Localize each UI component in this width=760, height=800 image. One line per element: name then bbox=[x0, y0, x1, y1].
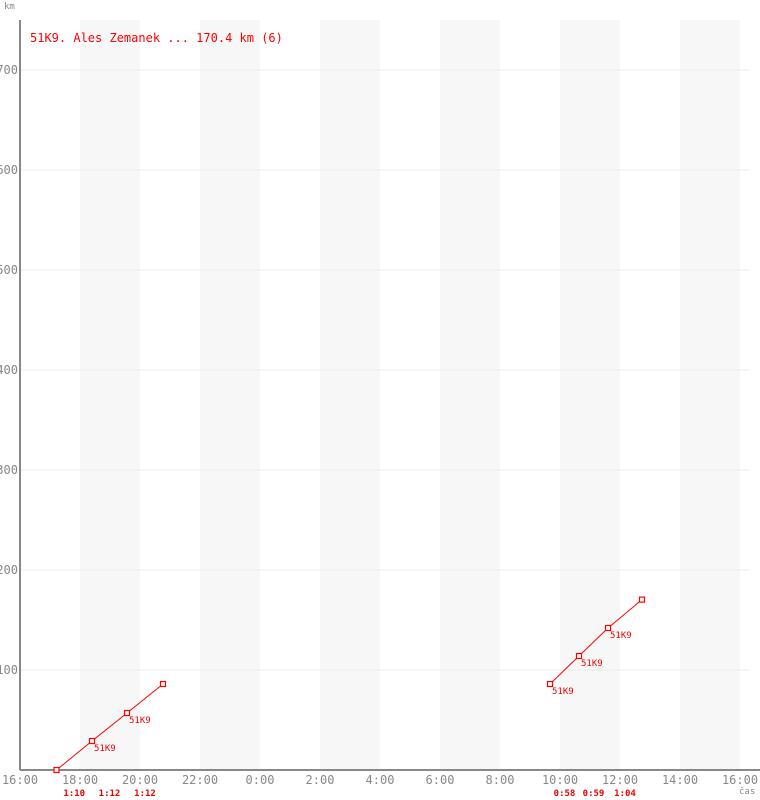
x-tick-label: 2:00 bbox=[306, 773, 335, 787]
point-label: 51K9 bbox=[552, 687, 574, 697]
data-point bbox=[159, 680, 167, 688]
x-tick-label: 6:00 bbox=[426, 773, 455, 787]
x-tick-label: 10:00 bbox=[542, 773, 578, 787]
data-point bbox=[546, 680, 554, 688]
x-tick-label: 20:00 bbox=[122, 773, 158, 787]
x-tick-label: 18:00 bbox=[62, 773, 98, 787]
x-tick-label: 14:00 bbox=[662, 773, 698, 787]
y-tick-label: 200 bbox=[0, 563, 18, 577]
data-point bbox=[638, 596, 646, 603]
point-label: 51K9 bbox=[129, 716, 151, 726]
duration-label: 1:04 bbox=[614, 789, 636, 799]
duration-label: 1:12 bbox=[134, 789, 156, 799]
y-tick-label: 400 bbox=[0, 363, 18, 377]
x-tick-label: 16:00 bbox=[2, 773, 38, 787]
data-point bbox=[53, 766, 60, 774]
series-line bbox=[549, 599, 643, 685]
x-axis-label: čas bbox=[739, 786, 755, 797]
y-axis-label: km bbox=[4, 2, 15, 12]
shaded-band bbox=[560, 20, 620, 770]
shaded-band bbox=[440, 20, 500, 770]
point-label: 51K9 bbox=[581, 659, 603, 669]
x-tick-label: 12:00 bbox=[602, 773, 638, 787]
chart-title: 51K9. Ales Zemanek ... 170.4 km (6) bbox=[30, 31, 283, 45]
shaded-band bbox=[200, 20, 260, 770]
duration-label: 1:10 bbox=[63, 789, 85, 799]
point-label: 51K9 bbox=[94, 744, 116, 754]
point-label: 51K9 bbox=[610, 631, 632, 641]
x-tick-label: 4:00 bbox=[366, 773, 395, 787]
y-tick-label: 100 bbox=[0, 663, 18, 677]
duration-label: 1:12 bbox=[99, 789, 121, 799]
x-tick-label: 16:00 bbox=[722, 773, 758, 787]
duration-label: 0:58 bbox=[554, 789, 576, 799]
data-point bbox=[575, 652, 583, 660]
data-point bbox=[123, 709, 131, 717]
y-tick-label: 300 bbox=[0, 463, 18, 477]
data-point bbox=[604, 624, 612, 632]
y-tick-label: 600 bbox=[0, 163, 18, 177]
data-point bbox=[88, 737, 96, 745]
y-tick-label: 500 bbox=[0, 263, 18, 277]
x-tick-label: 8:00 bbox=[486, 773, 515, 787]
x-tick-label: 22:00 bbox=[182, 773, 218, 787]
shaded-band bbox=[320, 20, 380, 770]
duration-label: 0:59 bbox=[583, 789, 605, 799]
series-line bbox=[56, 683, 164, 771]
x-tick-label: 0:00 bbox=[246, 773, 275, 787]
shaded-band bbox=[80, 20, 140, 770]
shaded-band bbox=[680, 20, 740, 770]
y-tick-label: 700 bbox=[0, 63, 18, 77]
